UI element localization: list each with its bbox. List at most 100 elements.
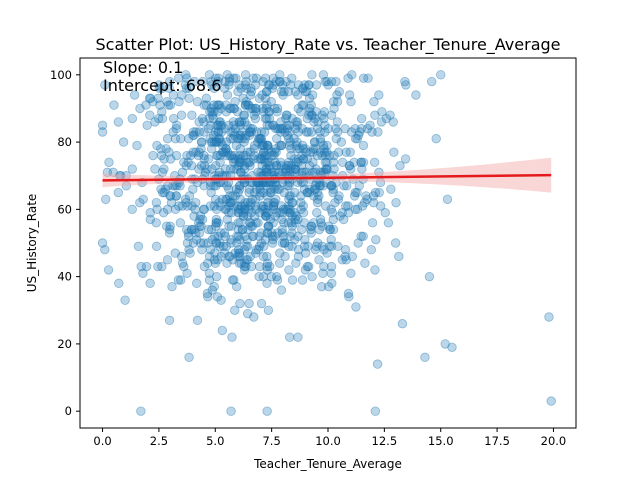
data-point — [217, 120, 227, 130]
data-point — [229, 103, 239, 114]
data-point — [241, 100, 251, 110]
data-point — [300, 234, 310, 245]
data-point — [191, 278, 202, 289]
data-point — [351, 302, 361, 312]
data-point — [240, 204, 250, 215]
data-point — [260, 93, 271, 104]
data-point — [427, 76, 437, 87]
data-point — [266, 97, 276, 107]
data-point — [181, 160, 191, 171]
data-point — [284, 157, 294, 167]
data-point — [182, 201, 193, 211]
data-point — [296, 191, 306, 201]
data-point — [263, 144, 273, 154]
data-point — [269, 167, 280, 178]
data-point — [281, 76, 291, 87]
data-point — [313, 194, 323, 204]
data-point — [262, 228, 272, 238]
data-point — [234, 157, 245, 167]
data-point — [309, 117, 319, 127]
data-point — [145, 214, 156, 225]
data-point — [211, 160, 221, 171]
data-point — [222, 214, 233, 225]
data-point — [258, 140, 269, 151]
data-point — [263, 80, 274, 90]
data-point — [114, 278, 124, 289]
data-point — [239, 265, 250, 275]
data-point — [324, 150, 335, 161]
data-point — [230, 248, 240, 258]
data-point — [376, 117, 387, 127]
data-point — [211, 137, 222, 147]
data-point — [104, 157, 114, 167]
data-point — [358, 231, 368, 241]
data-point — [211, 238, 221, 248]
data-point — [332, 117, 342, 127]
data-point — [159, 154, 169, 164]
y-tick-label: 40 — [57, 270, 72, 284]
data-point — [447, 342, 457, 352]
data-point — [183, 134, 194, 144]
data-point — [235, 167, 246, 178]
data-point — [235, 130, 246, 141]
data-point — [300, 144, 310, 154]
data-point — [297, 275, 308, 285]
data-point — [211, 214, 222, 225]
data-point — [285, 208, 296, 218]
y-tick-label: 0 — [65, 404, 72, 418]
data-point — [278, 208, 288, 218]
data-point — [369, 157, 380, 167]
data-point — [240, 197, 250, 208]
data-point — [181, 70, 191, 80]
data-point — [546, 396, 556, 406]
data-point — [97, 238, 108, 248]
data-point — [309, 137, 320, 147]
data-point — [211, 218, 221, 228]
data-point — [219, 228, 230, 238]
data-point — [262, 86, 272, 97]
data-point — [307, 271, 317, 282]
data-point — [209, 181, 219, 191]
data-point — [209, 83, 219, 93]
data-point — [138, 268, 148, 278]
data-point — [151, 241, 162, 252]
data-point — [397, 319, 408, 329]
data-point — [368, 197, 379, 208]
data-point — [226, 208, 237, 218]
data-point — [206, 144, 217, 154]
data-point — [246, 83, 256, 93]
data-point — [268, 201, 279, 211]
data-point — [310, 245, 321, 255]
data-point — [318, 140, 329, 151]
data-point — [306, 221, 316, 231]
data-point — [544, 312, 554, 322]
data-point — [205, 181, 216, 191]
data-point — [216, 228, 226, 238]
data-point — [307, 110, 317, 120]
data-point — [157, 83, 167, 93]
data-point — [309, 137, 320, 147]
data-point — [226, 127, 236, 137]
data-point — [279, 86, 289, 97]
data-point — [258, 187, 269, 198]
x-tick-label: 7.5 — [262, 434, 280, 448]
data-point — [298, 154, 308, 164]
data-point — [343, 288, 354, 299]
data-point — [381, 113, 392, 124]
data-point — [290, 167, 300, 178]
data-point — [201, 100, 212, 110]
data-point — [241, 255, 251, 265]
data-point — [367, 127, 377, 137]
data-point — [254, 271, 264, 282]
data-point — [334, 86, 345, 97]
data-point — [312, 123, 323, 134]
data-point — [307, 167, 318, 178]
data-point — [260, 73, 271, 83]
data-point — [245, 147, 256, 157]
data-point — [240, 164, 250, 174]
data-point — [228, 134, 238, 144]
data-point — [247, 194, 257, 204]
data-point — [242, 120, 252, 130]
data-point — [175, 218, 186, 228]
data-point — [197, 214, 208, 225]
